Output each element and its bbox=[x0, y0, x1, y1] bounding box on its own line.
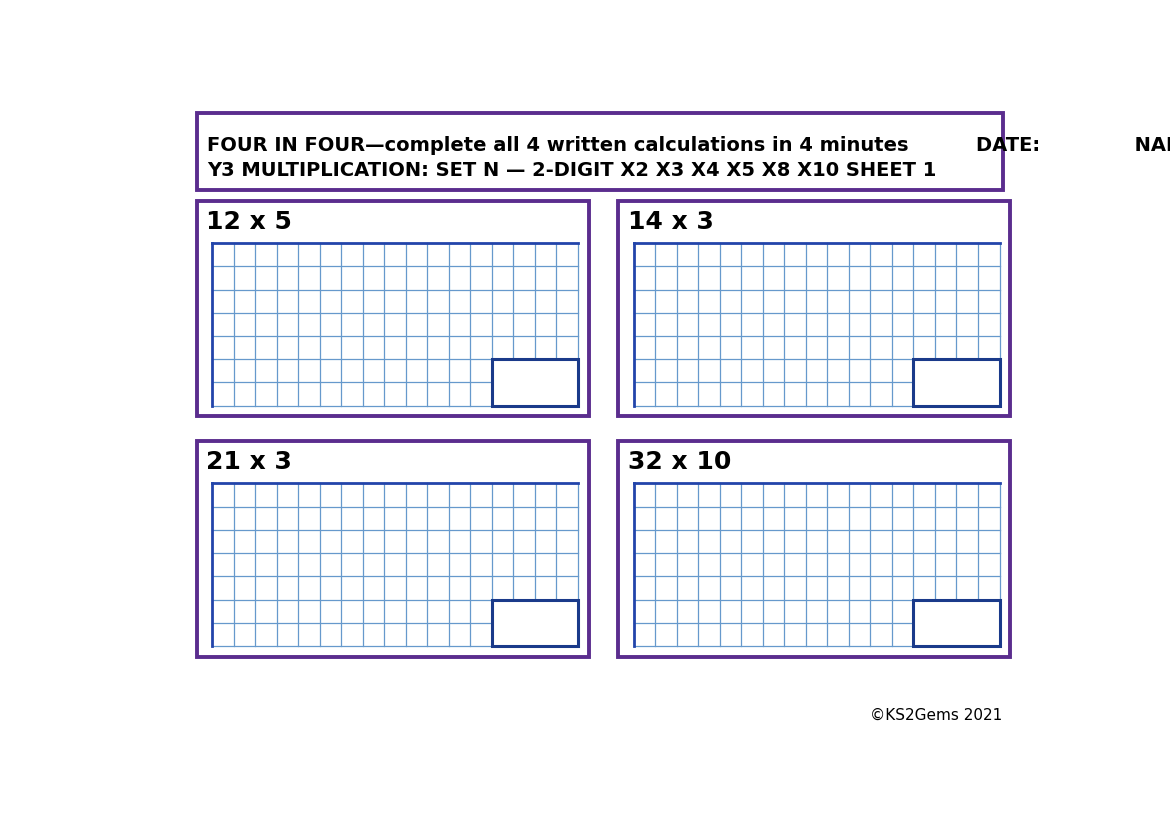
Bar bbox=[212, 484, 578, 646]
Bar bbox=[491, 600, 578, 646]
Bar bbox=[197, 201, 589, 417]
Text: Y3 MULTIPLICATION: SET N — 2-DIGIT X2 X3 X4 X5 X8 X10 SHEET 1: Y3 MULTIPLICATION: SET N — 2-DIGIT X2 X3… bbox=[207, 160, 937, 179]
Bar bbox=[914, 600, 999, 646]
Text: 14 x 3: 14 x 3 bbox=[627, 210, 714, 234]
Text: FOUR IN FOUR—complete all 4 written calculations in 4 minutes          DATE:    : FOUR IN FOUR—complete all 4 written calc… bbox=[207, 136, 1170, 155]
Bar bbox=[491, 359, 578, 406]
Bar bbox=[914, 600, 999, 646]
Text: 21 x 3: 21 x 3 bbox=[206, 451, 291, 475]
Bar bbox=[212, 243, 578, 406]
Bar bbox=[914, 359, 999, 406]
Bar bbox=[197, 113, 1003, 190]
Bar bbox=[914, 359, 999, 406]
Text: 12 x 5: 12 x 5 bbox=[206, 210, 291, 234]
Bar bbox=[491, 600, 578, 646]
Text: ©KS2Gems 2021: ©KS2Gems 2021 bbox=[870, 708, 1003, 723]
Bar bbox=[491, 359, 578, 406]
Bar bbox=[618, 441, 1011, 657]
Bar bbox=[618, 201, 1011, 417]
Bar bbox=[197, 441, 589, 657]
Bar bbox=[634, 484, 999, 646]
Text: 32 x 10: 32 x 10 bbox=[627, 451, 731, 475]
Bar bbox=[634, 243, 999, 406]
